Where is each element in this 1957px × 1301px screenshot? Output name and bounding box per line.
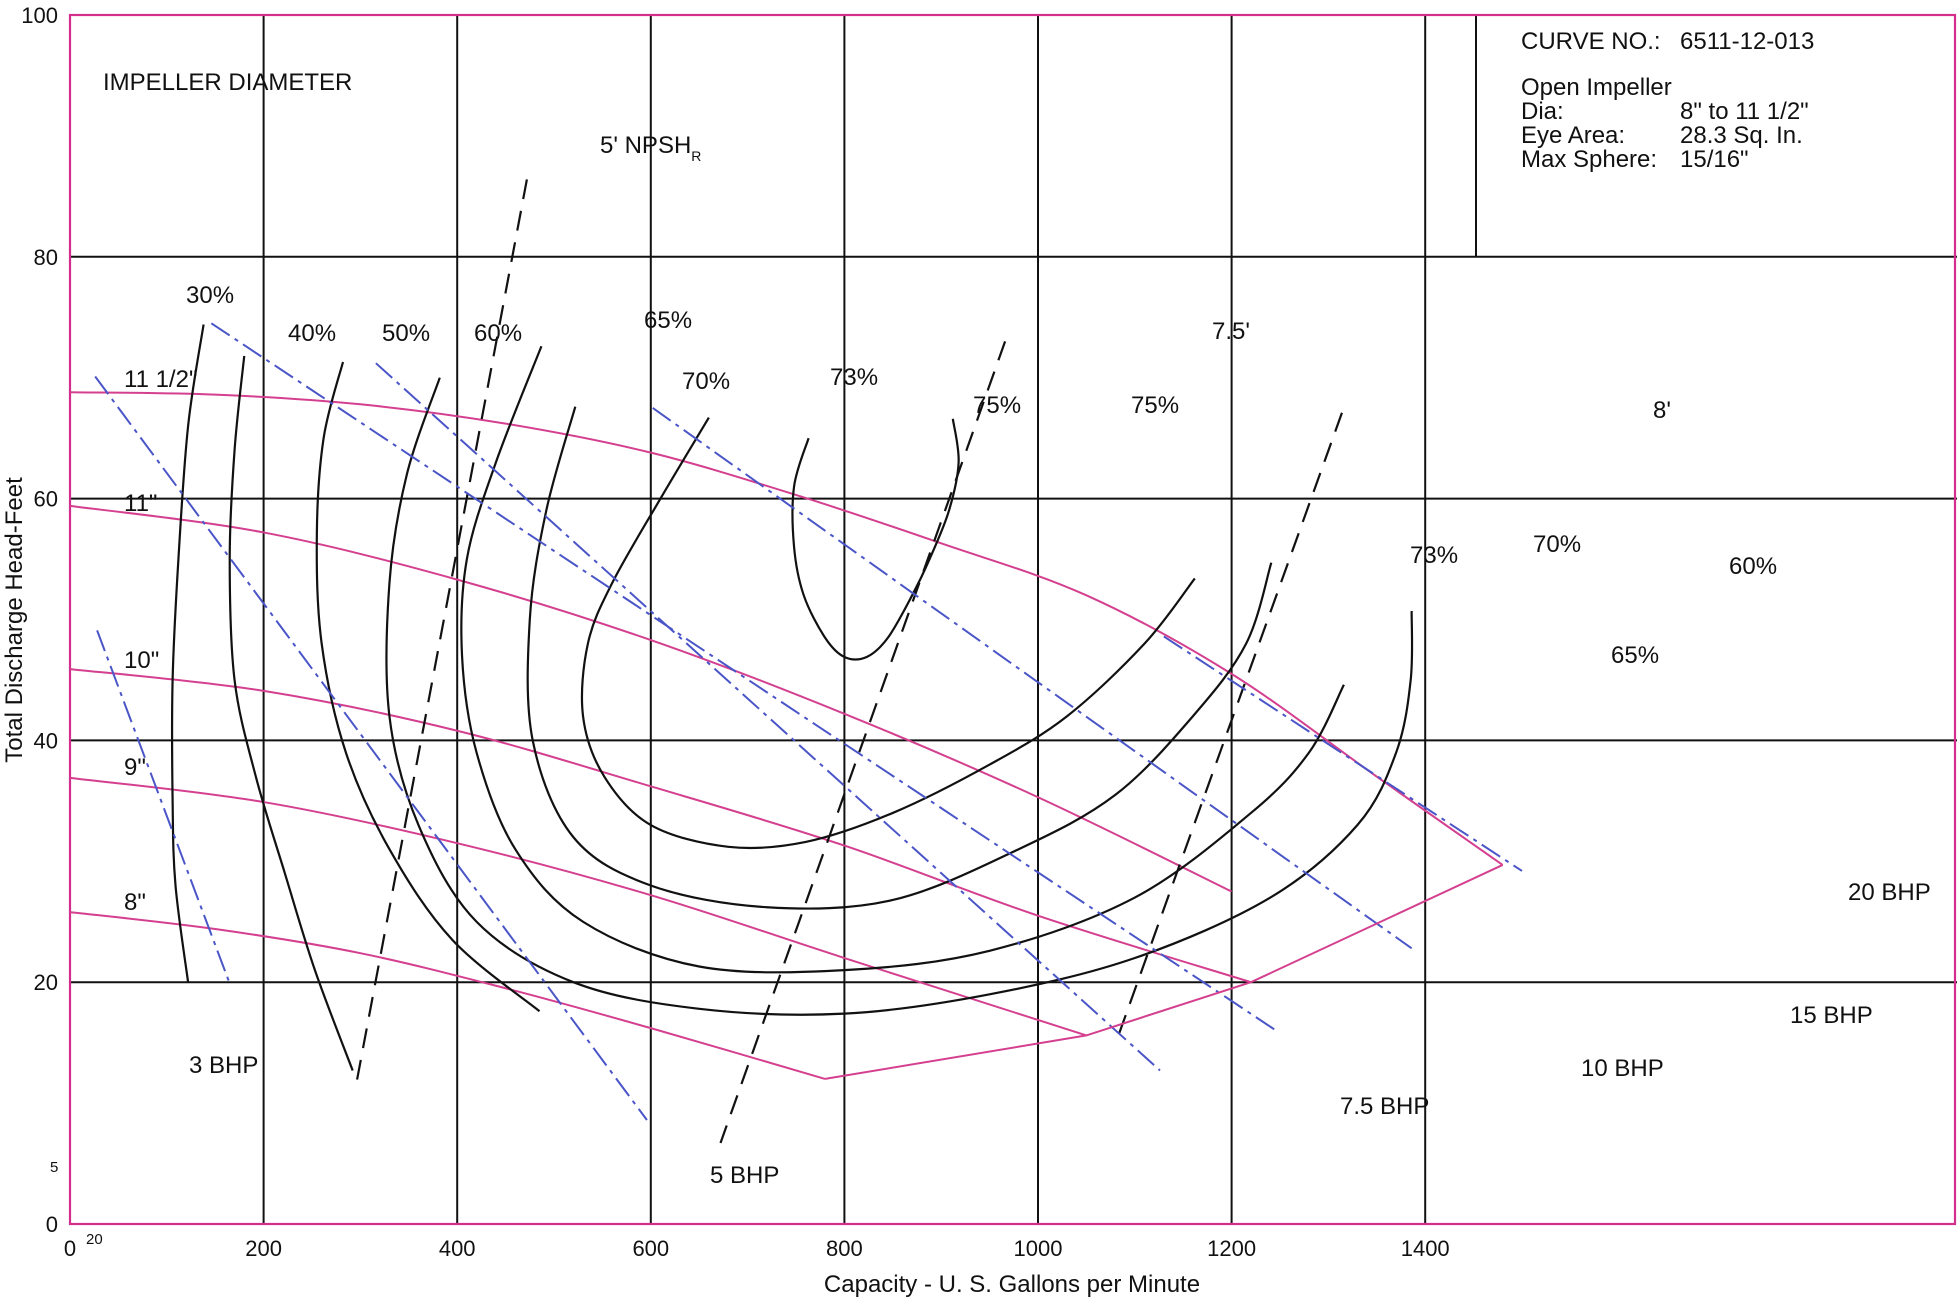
npsh-5-text: 5' NPSH: [600, 132, 691, 159]
efficiency-curve-50-7: [315, 361, 541, 1013]
label-bhp-10: 10 BHP: [1581, 1055, 1664, 1082]
y-tick-60: 60: [34, 487, 58, 512]
label-npsh-7-5: 7.5': [1212, 318, 1250, 345]
head-curve-11-1: [69, 504, 1233, 893]
endpoint-curve-15-BHP-22: [824, 864, 1504, 1080]
label-eff-65-left: 65%: [644, 307, 692, 334]
npsh-curve-8-15: [1118, 412, 1343, 1034]
label-head-10: 10": [124, 647, 159, 674]
label-bhp-20: 20 BHP: [1848, 879, 1931, 906]
chart-title: IMPELLER DIAMETER: [103, 69, 352, 96]
bhp-curve-3-BHP-16: [96, 630, 230, 982]
y-tick-80: 80: [34, 245, 58, 270]
label-eff-73-right: 73%: [1410, 542, 1458, 569]
y-tick-20: 20: [34, 970, 58, 995]
head-curve-8-4: [69, 911, 826, 1080]
x-tick-1200: 1200: [1207, 1236, 1256, 1261]
curves: [69, 179, 1523, 1144]
grid-lines: 0 200 400 600 800 1000 1200 1400 0 20 40 60 80 100: [21, 3, 1957, 1261]
efficiency-curve-65-9: [460, 345, 1345, 974]
efficiency-curve-75-12: [791, 418, 960, 661]
label-bhp-7-5: 7.5 BHP: [1340, 1093, 1429, 1120]
y-axis-label: Total Discharge Head-Feet: [1, 477, 28, 763]
label-eff-75-right: 75%: [1131, 392, 1179, 419]
efficiency-curve-30-5: [170, 324, 205, 983]
y-tick-40: 40: [34, 728, 58, 753]
x-tick-0: 0: [64, 1236, 76, 1261]
label-eff-70-right: 70%: [1533, 531, 1581, 558]
x-tick-20: 20: [86, 1231, 103, 1248]
efficiency-curve-73-11: [580, 417, 1196, 850]
max-sphere-value: 15/16": [1680, 146, 1749, 173]
npsh-5-subscript: R: [691, 148, 701, 164]
dia-value: 8" to 11 1/2": [1680, 98, 1809, 125]
label-head-9: 9": [124, 754, 146, 781]
x-tick-600: 600: [632, 1236, 669, 1261]
efficiency-curve-40-6: [228, 355, 354, 1071]
plot-frame: [68, 13, 1957, 1226]
bhp-curve-20-BHP-21: [1163, 635, 1523, 872]
label-bhp-3: 3 BHP: [189, 1052, 258, 1079]
bhp-curve-5-BHP-18: [210, 322, 1277, 1032]
max-sphere-label: Max Sphere:: [1521, 146, 1657, 173]
label-head-8: 8": [124, 889, 146, 916]
curve-no-label: CURVE NO.:: [1521, 28, 1661, 55]
label-bhp-15: 15 BHP: [1790, 1002, 1873, 1029]
eye-area-value: 28.3 Sq. In.: [1680, 122, 1803, 149]
bhp-curve-7-5-BHP-19: [375, 362, 1161, 1072]
y-tick-5: 5: [50, 1159, 58, 1176]
label-head-11: 11": [124, 490, 157, 517]
head-curve-9-3: [69, 776, 1087, 1037]
label-eff-70-left: 70%: [682, 368, 730, 395]
npsh-curve-5-NPSH-13: [355, 179, 528, 1083]
bhp-curve-10-BHP-20: [652, 407, 1413, 950]
label-eff-65-right: 65%: [1611, 642, 1659, 669]
label-eff-60-left: 60%: [474, 320, 522, 347]
impeller-type: Open Impeller: [1521, 74, 1672, 101]
dia-label: Dia:: [1521, 98, 1564, 125]
label-eff-60-right: 60%: [1729, 553, 1777, 580]
eye-area-label: Eye Area:: [1521, 122, 1625, 149]
y-tick-100: 100: [21, 3, 58, 28]
label-eff-40: 40%: [288, 320, 336, 347]
efficiency-curve-70-10: [526, 406, 1273, 910]
label-eff-73-left: 73%: [830, 364, 878, 391]
label-npsh-8: 8': [1653, 397, 1671, 424]
info-box: CURVE NO.: 6511-12-013 Open Impeller Dia…: [1521, 28, 1814, 173]
label-head-11-5: 11 1/2": [124, 366, 197, 393]
curve-no-value: 6511-12-013: [1680, 28, 1814, 55]
x-tick-800: 800: [826, 1236, 863, 1261]
npsh-curve-7-5-14: [719, 341, 1007, 1144]
label-npsh-5: 5' NPSHR: [600, 132, 701, 164]
label-bhp-5: 5 BHP: [710, 1162, 779, 1189]
label-eff-75-left: 75%: [973, 392, 1021, 419]
bhp-curve-5-BHP-17: [94, 375, 648, 1121]
x-tick-1400: 1400: [1401, 1236, 1450, 1261]
x-tick-400: 400: [439, 1236, 476, 1261]
head-curve-11-1-2-0: [69, 391, 1504, 866]
efficiency-curve-60-8: [385, 377, 1414, 1016]
label-eff-30: 30%: [186, 282, 234, 309]
label-eff-50: 50%: [382, 320, 430, 347]
x-axis-label: Capacity - U. S. Gallons per Minute: [824, 1271, 1200, 1298]
x-tick-200: 200: [245, 1236, 282, 1261]
y-tick-0: 0: [46, 1212, 58, 1237]
x-tick-1000: 1000: [1014, 1236, 1063, 1261]
head-curve-10-2: [69, 668, 1252, 984]
